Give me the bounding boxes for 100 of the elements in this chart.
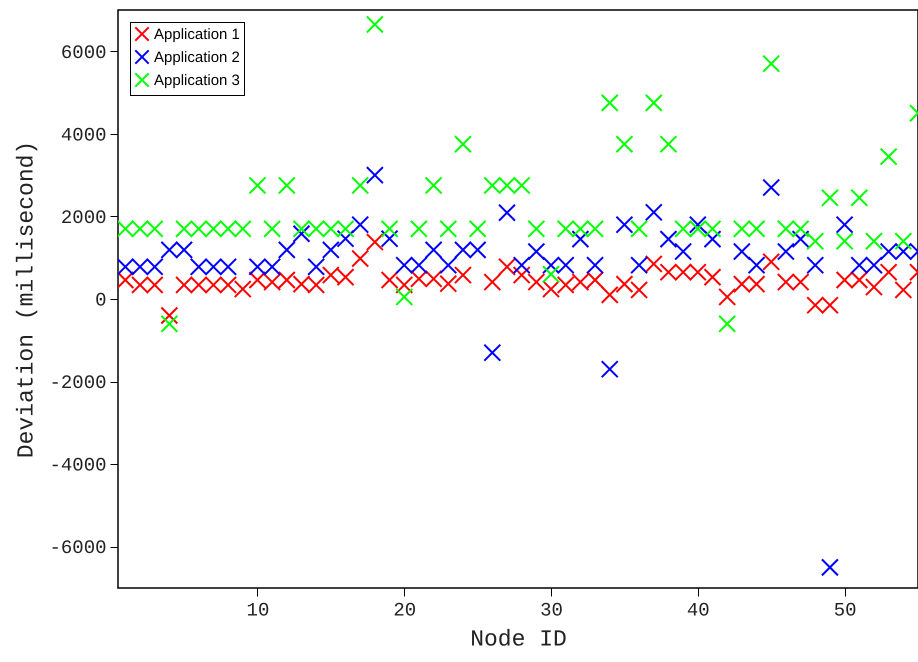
point <box>160 306 178 325</box>
point <box>615 275 634 294</box>
point <box>688 216 707 234</box>
y-tick-label: -6000 <box>49 537 106 560</box>
point <box>850 188 868 207</box>
point <box>836 216 854 234</box>
y-tick-label: 0 <box>95 290 106 312</box>
x-tick-label: 10 <box>246 600 270 622</box>
point <box>732 242 751 261</box>
point <box>542 280 560 298</box>
y-axis-title: Deviation (millisecond) <box>13 140 40 458</box>
point <box>820 558 839 576</box>
point <box>527 242 546 261</box>
point <box>527 273 546 292</box>
point <box>600 286 619 304</box>
point <box>659 230 678 248</box>
point <box>600 94 619 112</box>
legend-label: Application 1 <box>154 26 240 43</box>
point <box>762 178 780 197</box>
point <box>366 233 384 252</box>
point <box>366 166 384 184</box>
point <box>512 266 531 284</box>
point <box>880 263 898 282</box>
point <box>894 232 912 250</box>
point <box>806 256 824 274</box>
y-tick-label: 2000 <box>60 206 106 229</box>
point <box>160 314 178 333</box>
point <box>644 94 663 112</box>
point <box>439 256 458 274</box>
point <box>395 276 414 294</box>
y-tick-label: -4000 <box>49 454 106 477</box>
point <box>498 204 516 222</box>
point <box>424 240 443 259</box>
point <box>718 288 736 306</box>
point <box>630 256 648 274</box>
point <box>351 250 370 268</box>
point <box>380 220 399 238</box>
point <box>630 280 648 299</box>
legend-label: Application 2 <box>154 49 240 66</box>
point <box>527 220 546 238</box>
point <box>395 288 414 306</box>
point <box>454 135 472 154</box>
point <box>468 220 487 238</box>
point <box>483 273 502 292</box>
point <box>292 224 310 243</box>
point <box>674 242 692 261</box>
point <box>894 280 912 299</box>
point <box>615 135 634 154</box>
x-axis-title: Node ID <box>470 626 567 652</box>
point <box>234 280 252 298</box>
point <box>586 256 604 274</box>
point <box>424 176 443 194</box>
point <box>762 252 780 271</box>
y-tick-label: 6000 <box>60 42 106 64</box>
x-tick-label: 30 <box>540 600 563 622</box>
point <box>263 220 282 238</box>
point <box>806 232 824 250</box>
point <box>703 268 722 286</box>
point <box>644 254 663 273</box>
point <box>278 176 296 194</box>
x-tick-label: 40 <box>686 600 710 622</box>
point <box>659 135 678 154</box>
point <box>336 230 355 248</box>
point <box>439 220 458 238</box>
point <box>630 220 648 238</box>
point <box>864 278 883 296</box>
point <box>571 230 590 248</box>
point <box>410 220 428 238</box>
point <box>880 148 898 166</box>
point <box>836 232 854 250</box>
point <box>776 242 795 261</box>
y-tick-label: 4000 <box>60 124 106 146</box>
point <box>454 266 472 284</box>
point <box>248 176 266 194</box>
point <box>762 54 780 73</box>
y-tick-label: -2000 <box>49 372 106 394</box>
point <box>600 360 619 378</box>
point <box>483 344 502 362</box>
point <box>703 230 722 248</box>
legend-label: Application 3 <box>154 72 240 89</box>
point <box>278 240 296 259</box>
point <box>748 256 766 274</box>
point <box>792 230 810 248</box>
point <box>864 232 883 250</box>
point <box>644 203 663 222</box>
point <box>366 15 384 34</box>
point <box>439 274 458 293</box>
point <box>351 216 370 234</box>
point <box>307 258 326 276</box>
point <box>351 176 370 194</box>
point <box>498 258 516 276</box>
point <box>380 271 399 290</box>
x-tick-label: 50 <box>834 600 857 622</box>
point <box>718 314 736 333</box>
x-tick-label: 20 <box>393 600 416 622</box>
point <box>512 256 531 274</box>
point <box>322 240 340 259</box>
point <box>380 230 399 248</box>
point <box>542 265 560 284</box>
point <box>820 188 839 207</box>
